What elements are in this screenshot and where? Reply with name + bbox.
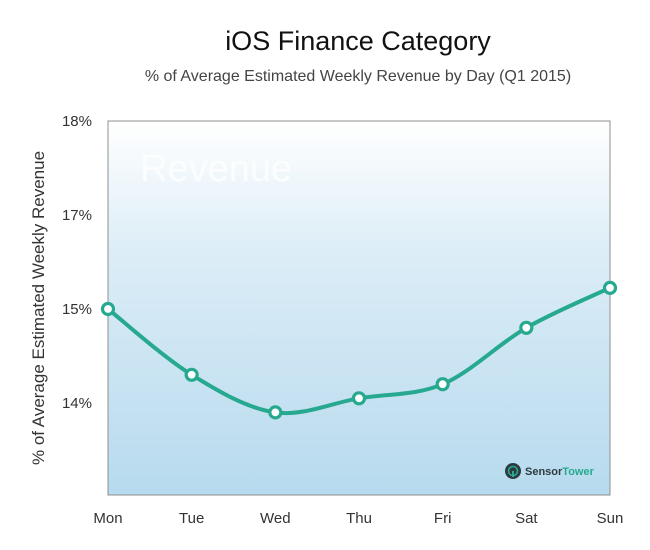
chart-subtitle: % of Average Estimated Weekly Revenue by… bbox=[144, 68, 572, 85]
watermark-text: Revenue bbox=[140, 148, 292, 190]
x-tick-label: Mon bbox=[93, 510, 122, 527]
y-tick-label: 14% bbox=[62, 395, 92, 412]
series-layer bbox=[100, 280, 618, 420]
plot-area bbox=[107, 120, 611, 496]
sensor-tower-icon-stem bbox=[512, 471, 514, 477]
brand-name-secondary: Tower bbox=[562, 466, 594, 478]
x-tick-label: Tue bbox=[179, 510, 204, 527]
x-tick-label: Thu bbox=[346, 510, 372, 527]
x-tick-label: Sat bbox=[515, 510, 538, 527]
chart-title: iOS Finance Category bbox=[225, 26, 491, 56]
y-tick-label: 17% bbox=[62, 207, 92, 224]
y-axis-label: % of Average Estimated Weekly Revenue bbox=[29, 151, 48, 465]
brand-logo: SensorTower bbox=[505, 463, 595, 479]
data-point bbox=[351, 391, 367, 406]
svg-text:SensorTower: SensorTower bbox=[525, 466, 595, 478]
data-point bbox=[435, 377, 450, 392]
x-tick-label: Wed bbox=[260, 510, 291, 527]
data-point bbox=[184, 367, 199, 382]
y-axis: 18% 17% 15% 14% bbox=[62, 113, 92, 412]
x-tick-label: Sun bbox=[597, 510, 624, 527]
x-axis: Mon Tue Wed Thu Fri Sat Sun bbox=[93, 510, 623, 527]
data-point bbox=[268, 405, 283, 420]
data-point bbox=[519, 320, 534, 335]
y-tick-label: 15% bbox=[62, 301, 92, 318]
x-tick-label: Fri bbox=[434, 510, 452, 527]
data-point bbox=[602, 280, 618, 295]
brand-name-primary: Sensor bbox=[525, 466, 563, 478]
data-point bbox=[100, 301, 116, 317]
y-tick-label: 18% bbox=[62, 113, 92, 130]
